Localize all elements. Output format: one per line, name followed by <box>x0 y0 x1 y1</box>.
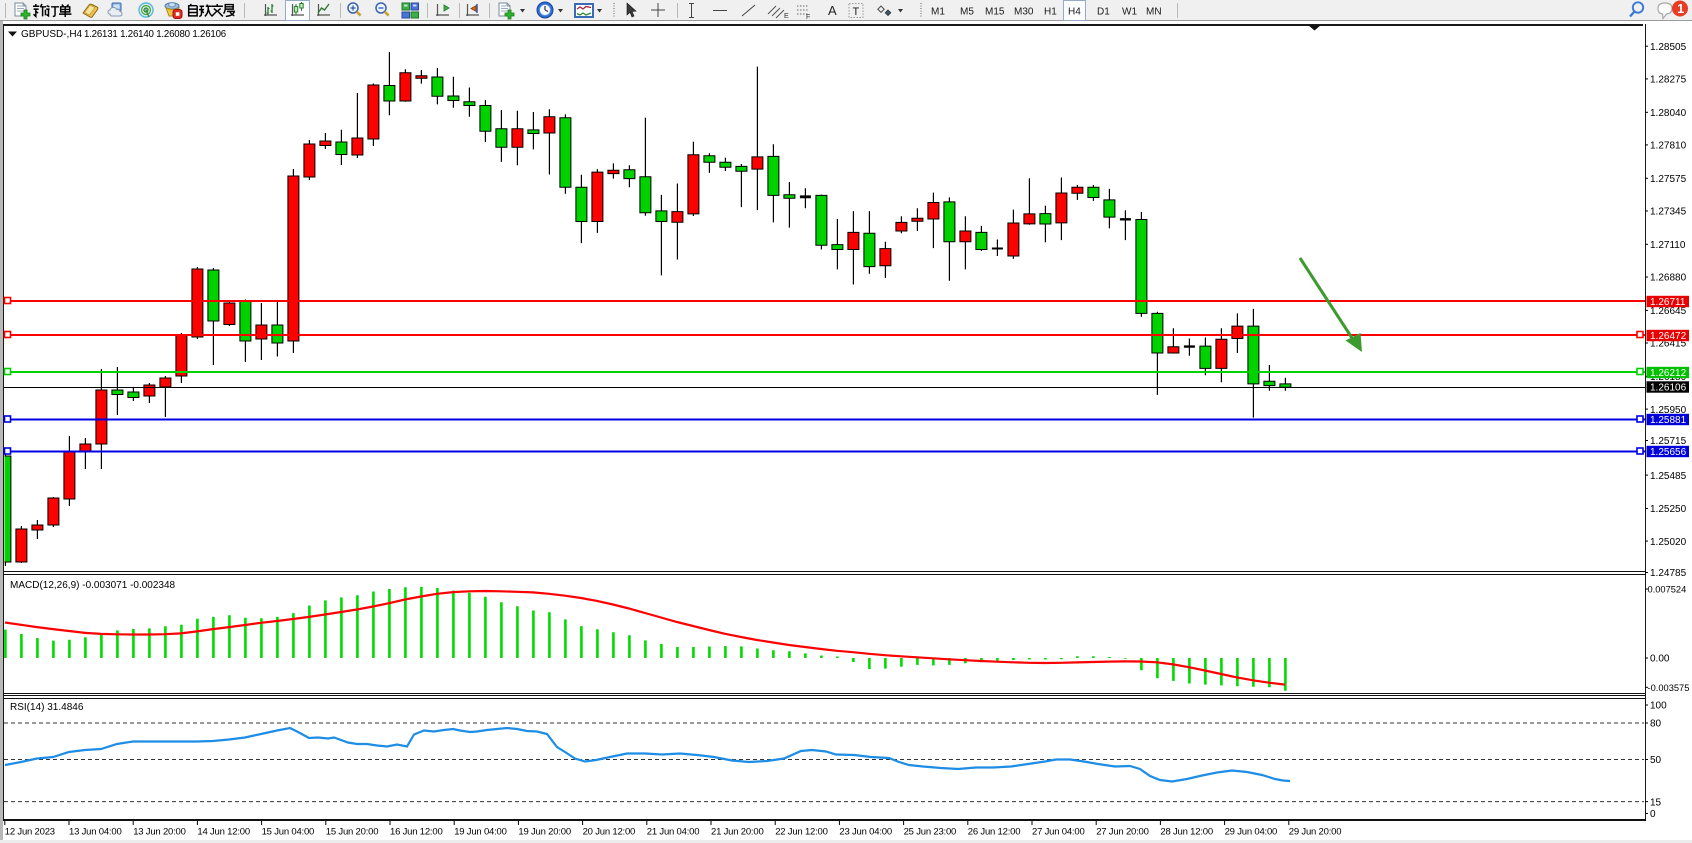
svg-text:H4: H4 <box>1068 7 1081 18</box>
svg-text:0.007524: 0.007524 <box>1648 585 1687 595</box>
svg-text:W1: W1 <box>1122 7 1137 18</box>
svg-text:M5: M5 <box>960 7 974 18</box>
svg-text:13 Jun 04:00: 13 Jun 04:00 <box>69 827 122 838</box>
svg-text:RSI(14) 31.4846: RSI(14) 31.4846 <box>10 702 84 713</box>
svg-text:1.25715: 1.25715 <box>1650 436 1687 447</box>
svg-text:16 Jun 12:00: 16 Jun 12:00 <box>390 827 443 838</box>
svg-text:28 Jun 12:00: 28 Jun 12:00 <box>1160 827 1213 838</box>
svg-text:29 Jun 20:00: 29 Jun 20:00 <box>1289 827 1342 838</box>
svg-text:1.26711: 1.26711 <box>1650 297 1686 308</box>
svg-text:F: F <box>806 14 810 21</box>
svg-text:M15: M15 <box>985 7 1005 18</box>
svg-text:1.25656: 1.25656 <box>1650 447 1687 458</box>
svg-text:20 Jun 12:00: 20 Jun 12:00 <box>583 827 636 838</box>
svg-text:0: 0 <box>1650 809 1656 820</box>
svg-text:100: 100 <box>1650 701 1667 712</box>
svg-text:1.28040: 1.28040 <box>1650 108 1687 119</box>
svg-text:25 Jun 23:00: 25 Jun 23:00 <box>904 827 957 838</box>
svg-text:21 Jun 20:00: 21 Jun 20:00 <box>711 827 764 838</box>
svg-text:1.28505: 1.28505 <box>1650 42 1687 53</box>
svg-text:1.26472: 1.26472 <box>1650 331 1687 342</box>
svg-text:1.26880: 1.26880 <box>1650 273 1687 284</box>
svg-text:26 Jun 12:00: 26 Jun 12:00 <box>968 827 1021 838</box>
svg-text:1.27110: 1.27110 <box>1650 240 1686 251</box>
svg-text:1.25485: 1.25485 <box>1650 471 1687 482</box>
svg-text:1: 1 <box>1677 2 1684 16</box>
svg-text:15 Jun 20:00: 15 Jun 20:00 <box>326 827 379 838</box>
svg-text:1.27345: 1.27345 <box>1650 207 1687 218</box>
svg-text:M30: M30 <box>1014 7 1034 18</box>
svg-text:MN: MN <box>1146 7 1162 18</box>
svg-text:1.24785: 1.24785 <box>1650 568 1687 579</box>
svg-text:19 Jun 04:00: 19 Jun 04:00 <box>454 827 507 838</box>
svg-text:1.25881: 1.25881 <box>1650 415 1687 426</box>
svg-text:1.27575: 1.27575 <box>1650 174 1687 185</box>
svg-text:D1: D1 <box>1097 7 1110 18</box>
svg-text:1.27810: 1.27810 <box>1650 141 1687 152</box>
svg-text:1.25020: 1.25020 <box>1650 537 1687 548</box>
svg-text:13 Jun 20:00: 13 Jun 20:00 <box>133 827 186 838</box>
svg-text:1.25950: 1.25950 <box>1650 405 1687 416</box>
svg-text:1.26645: 1.26645 <box>1650 306 1687 317</box>
svg-text:-0.003575: -0.003575 <box>1648 683 1690 693</box>
svg-text:27 Jun 20:00: 27 Jun 20:00 <box>1096 827 1149 838</box>
svg-text:1.25250: 1.25250 <box>1650 504 1687 515</box>
svg-text:1.26106: 1.26106 <box>1650 383 1687 394</box>
svg-text:A: A <box>828 3 837 18</box>
svg-text:1.26131 1.26140 1.26080 1.2610: 1.26131 1.26140 1.26080 1.26106 <box>84 29 226 40</box>
svg-text:1.26415: 1.26415 <box>1650 339 1687 350</box>
svg-text:GBPUSD-,H4: GBPUSD-,H4 <box>21 29 83 40</box>
svg-text:12 Jun 2023: 12 Jun 2023 <box>5 827 55 838</box>
svg-text:M1: M1 <box>931 7 945 18</box>
svg-text:14 Jun 12:00: 14 Jun 12:00 <box>197 827 250 838</box>
svg-text:H1: H1 <box>1044 7 1057 18</box>
svg-text:MACD(12,26,9) -0.003071 -0.002: MACD(12,26,9) -0.003071 -0.002348 <box>10 580 176 591</box>
svg-text:21 Jun 04:00: 21 Jun 04:00 <box>647 827 700 838</box>
svg-text:0.00: 0.00 <box>1650 654 1670 665</box>
svg-text:1.26212: 1.26212 <box>1650 368 1687 379</box>
svg-text:22 Jun 12:00: 22 Jun 12:00 <box>775 827 828 838</box>
svg-text:15 Jun 04:00: 15 Jun 04:00 <box>262 827 315 838</box>
svg-text:T: T <box>853 6 860 18</box>
svg-text:23 Jun 04:00: 23 Jun 04:00 <box>839 827 892 838</box>
svg-text:29 Jun 04:00: 29 Jun 04:00 <box>1225 827 1278 838</box>
svg-text:1.28275: 1.28275 <box>1650 75 1687 86</box>
svg-text:80: 80 <box>1650 719 1662 730</box>
svg-text:27 Jun 04:00: 27 Jun 04:00 <box>1032 827 1085 838</box>
svg-text:50: 50 <box>1650 755 1662 766</box>
svg-text:19 Jun 20:00: 19 Jun 20:00 <box>518 827 571 838</box>
svg-text:15: 15 <box>1650 797 1662 808</box>
svg-text:E: E <box>784 13 789 20</box>
